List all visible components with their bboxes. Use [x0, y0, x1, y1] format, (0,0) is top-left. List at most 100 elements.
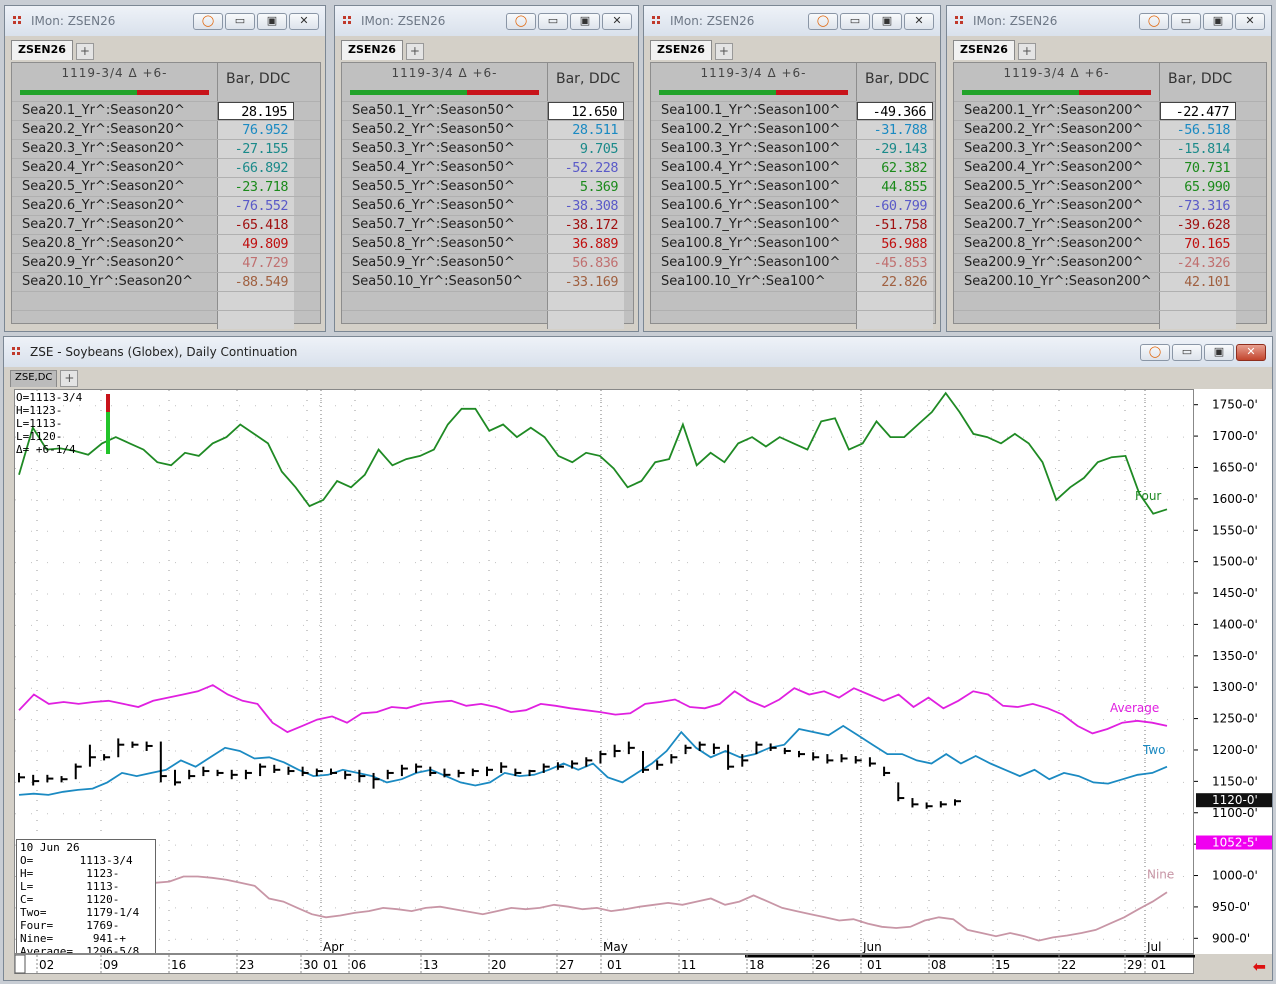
- chart-plot-area[interactable]: Four Average Two Nine Apr May Jun Jul O=1113-3/…: [14, 389, 1194, 954]
- table-row[interactable]: Sea20.9_Yr^:Season20^ 47.729: [12, 253, 320, 272]
- table-row[interactable]: Sea200.8_Yr^:Season200^ 70.165: [954, 234, 1266, 253]
- table-row[interactable]: Sea20.7_Yr^:Season20^ -65.418: [12, 215, 320, 234]
- maximize-button[interactable]: ▣: [872, 12, 902, 30]
- row-value[interactable]: 76.952: [218, 121, 294, 139]
- row-value[interactable]: 65.990: [1160, 178, 1236, 196]
- table-row[interactable]: Sea50.5_Yr^:Season50^ 5.369: [342, 177, 633, 196]
- row-value[interactable]: -49.366: [857, 102, 933, 120]
- link-icon[interactable]: ◯: [808, 12, 838, 30]
- minimize-button[interactable]: ▭: [1172, 343, 1202, 361]
- row-value[interactable]: 47.729: [218, 254, 294, 272]
- minimize-button[interactable]: ▭: [840, 12, 870, 30]
- table-row[interactable]: Sea50.1_Yr^:Season50^ 12.650: [342, 101, 633, 120]
- x-axis[interactable]: 02 09 16 23 30 06 13 20 27 01 11 18 26 01 08 15 22 29 01 01: [14, 954, 1195, 974]
- row-value[interactable]: 70.731: [1160, 159, 1236, 177]
- column-header[interactable]: Bar, DDC: [1168, 71, 1233, 87]
- row-value[interactable]: 56.988: [857, 235, 933, 253]
- table-row[interactable]: Sea100.6_Yr^:Season100^ -60.799: [651, 196, 935, 215]
- tab-symbol[interactable]: ZSEN26: [341, 40, 403, 60]
- add-tab-button[interactable]: +: [405, 43, 424, 60]
- table-row[interactable]: Sea50.6_Yr^:Season50^ -38.308: [342, 196, 633, 215]
- row-value[interactable]: -33.169: [548, 273, 624, 291]
- table-row[interactable]: Sea100.10_Yr^:Sea100^ 22.826: [651, 272, 935, 291]
- table-row[interactable]: Sea20.1_Yr^:Season20^ 28.195: [12, 101, 320, 120]
- monitor-titlebar[interactable]: IMon: ZSEN26 ◯ ▭ ▣ ✕: [644, 6, 940, 36]
- table-row[interactable]: Sea200.2_Yr^:Season200^ -56.518: [954, 120, 1266, 139]
- minimize-button[interactable]: ▭: [538, 12, 568, 30]
- row-value[interactable]: -39.628: [1160, 216, 1236, 234]
- table-row[interactable]: Sea50.7_Yr^:Season50^ -38.172: [342, 215, 633, 234]
- row-value[interactable]: 5.369: [548, 178, 624, 196]
- tab-symbol[interactable]: ZSEN26: [953, 40, 1015, 60]
- row-value[interactable]: -15.814: [1160, 140, 1236, 158]
- table-row[interactable]: Sea200.7_Yr^:Season200^ -39.628: [954, 215, 1266, 234]
- row-value[interactable]: 28.511: [548, 121, 624, 139]
- row-value[interactable]: -38.308: [548, 197, 624, 215]
- tab-zse-dc[interactable]: ZSE,DC: [10, 370, 58, 387]
- table-row[interactable]: Sea200.10_Yr^:Season200^ 42.101: [954, 272, 1266, 291]
- y-axis[interactable]: 1750-0' 1700-0' 1650-0' 1600-0' 1550-0' 1500-…: [1194, 389, 1272, 954]
- close-button[interactable]: ✕: [1235, 12, 1265, 30]
- row-value[interactable]: 36.889: [548, 235, 624, 253]
- table-row[interactable]: Sea100.8_Yr^:Season100^ 56.988: [651, 234, 935, 253]
- close-button[interactable]: ✕: [289, 12, 319, 30]
- table-row[interactable]: Sea50.10_Yr^:Season50^ -33.169: [342, 272, 633, 291]
- row-value[interactable]: -65.418: [218, 216, 294, 234]
- table-row[interactable]: Sea200.3_Yr^:Season200^ -15.814: [954, 139, 1266, 158]
- table-row[interactable]: Sea50.3_Yr^:Season50^ 9.705: [342, 139, 633, 158]
- row-value[interactable]: -66.892: [218, 159, 294, 177]
- table-row[interactable]: Sea50.4_Yr^:Season50^ -52.228: [342, 158, 633, 177]
- minimize-button[interactable]: ▭: [1171, 12, 1201, 30]
- row-value[interactable]: -45.853: [857, 254, 933, 272]
- table-row[interactable]: Sea20.8_Yr^:Season20^ 49.809: [12, 234, 320, 253]
- monitor-titlebar[interactable]: IMon: ZSEN26 ◯ ▭ ▣ ✕: [335, 6, 638, 36]
- chart-titlebar[interactable]: ZSE - Soybeans (Globex), Daily Continuat…: [4, 337, 1272, 367]
- row-value[interactable]: 9.705: [548, 140, 624, 158]
- row-value[interactable]: 56.836: [548, 254, 624, 272]
- table-row[interactable]: Sea200.5_Yr^:Season200^ 65.990: [954, 177, 1266, 196]
- table-row[interactable]: Sea20.5_Yr^:Season20^ -23.718: [12, 177, 320, 196]
- maximize-button[interactable]: ▣: [1203, 12, 1233, 30]
- table-row[interactable]: Sea50.2_Yr^:Season50^ 28.511: [342, 120, 633, 139]
- tab-symbol[interactable]: ZSEN26: [11, 40, 73, 60]
- add-tab-button[interactable]: +: [60, 370, 79, 387]
- scroll-left-arrow-icon[interactable]: ⬅: [1252, 957, 1266, 976]
- maximize-button[interactable]: ▣: [570, 12, 600, 30]
- row-value[interactable]: 49.809: [218, 235, 294, 253]
- monitor-titlebar[interactable]: IMon: ZSEN26 ◯ ▭ ▣ ✕: [947, 6, 1271, 36]
- table-row[interactable]: Sea20.2_Yr^:Season20^ 76.952: [12, 120, 320, 139]
- table-row[interactable]: Sea20.4_Yr^:Season20^ -66.892: [12, 158, 320, 177]
- row-value[interactable]: 44.855: [857, 178, 933, 196]
- table-row[interactable]: Sea200.6_Yr^:Season200^ -73.316: [954, 196, 1266, 215]
- table-row[interactable]: Sea100.7_Yr^:Season100^ -51.758: [651, 215, 935, 234]
- table-row[interactable]: Sea200.9_Yr^:Season200^ -24.326: [954, 253, 1266, 272]
- table-row[interactable]: Sea200.1_Yr^:Season200^ -22.477: [954, 101, 1266, 120]
- row-value[interactable]: 70.165: [1160, 235, 1236, 253]
- column-header[interactable]: Bar, DDC: [226, 71, 291, 87]
- row-value[interactable]: -88.549: [218, 273, 294, 291]
- table-row[interactable]: Sea100.1_Yr^:Season100^ -49.366: [651, 101, 935, 120]
- table-row[interactable]: Sea50.9_Yr^:Season50^ 56.836: [342, 253, 633, 272]
- table-row[interactable]: Sea100.3_Yr^:Season100^ -29.143: [651, 139, 935, 158]
- row-value[interactable]: -31.788: [857, 121, 933, 139]
- row-value[interactable]: -24.326: [1160, 254, 1236, 272]
- minimize-button[interactable]: ▭: [225, 12, 255, 30]
- row-value[interactable]: -22.477: [1160, 102, 1236, 120]
- row-value[interactable]: -52.228: [548, 159, 624, 177]
- table-row[interactable]: Sea200.4_Yr^:Season200^ 70.731: [954, 158, 1266, 177]
- row-value[interactable]: -56.518: [1160, 121, 1236, 139]
- link-icon[interactable]: ◯: [1140, 343, 1170, 361]
- table-row[interactable]: Sea100.2_Yr^:Season100^ -31.788: [651, 120, 935, 139]
- link-icon[interactable]: ◯: [506, 12, 536, 30]
- add-tab-button[interactable]: +: [75, 43, 94, 60]
- column-header[interactable]: Bar, DDC: [556, 71, 621, 87]
- add-tab-button[interactable]: +: [1017, 43, 1036, 60]
- row-value[interactable]: -23.718: [218, 178, 294, 196]
- add-tab-button[interactable]: +: [714, 43, 733, 60]
- table-row[interactable]: Sea100.9_Yr^:Season100^ -45.853: [651, 253, 935, 272]
- table-row[interactable]: Sea100.4_Yr^:Season100^ 62.382: [651, 158, 935, 177]
- row-value[interactable]: -27.155: [218, 140, 294, 158]
- column-header[interactable]: Bar, DDC: [865, 71, 930, 87]
- row-value[interactable]: -76.552: [218, 197, 294, 215]
- row-value[interactable]: -38.172: [548, 216, 624, 234]
